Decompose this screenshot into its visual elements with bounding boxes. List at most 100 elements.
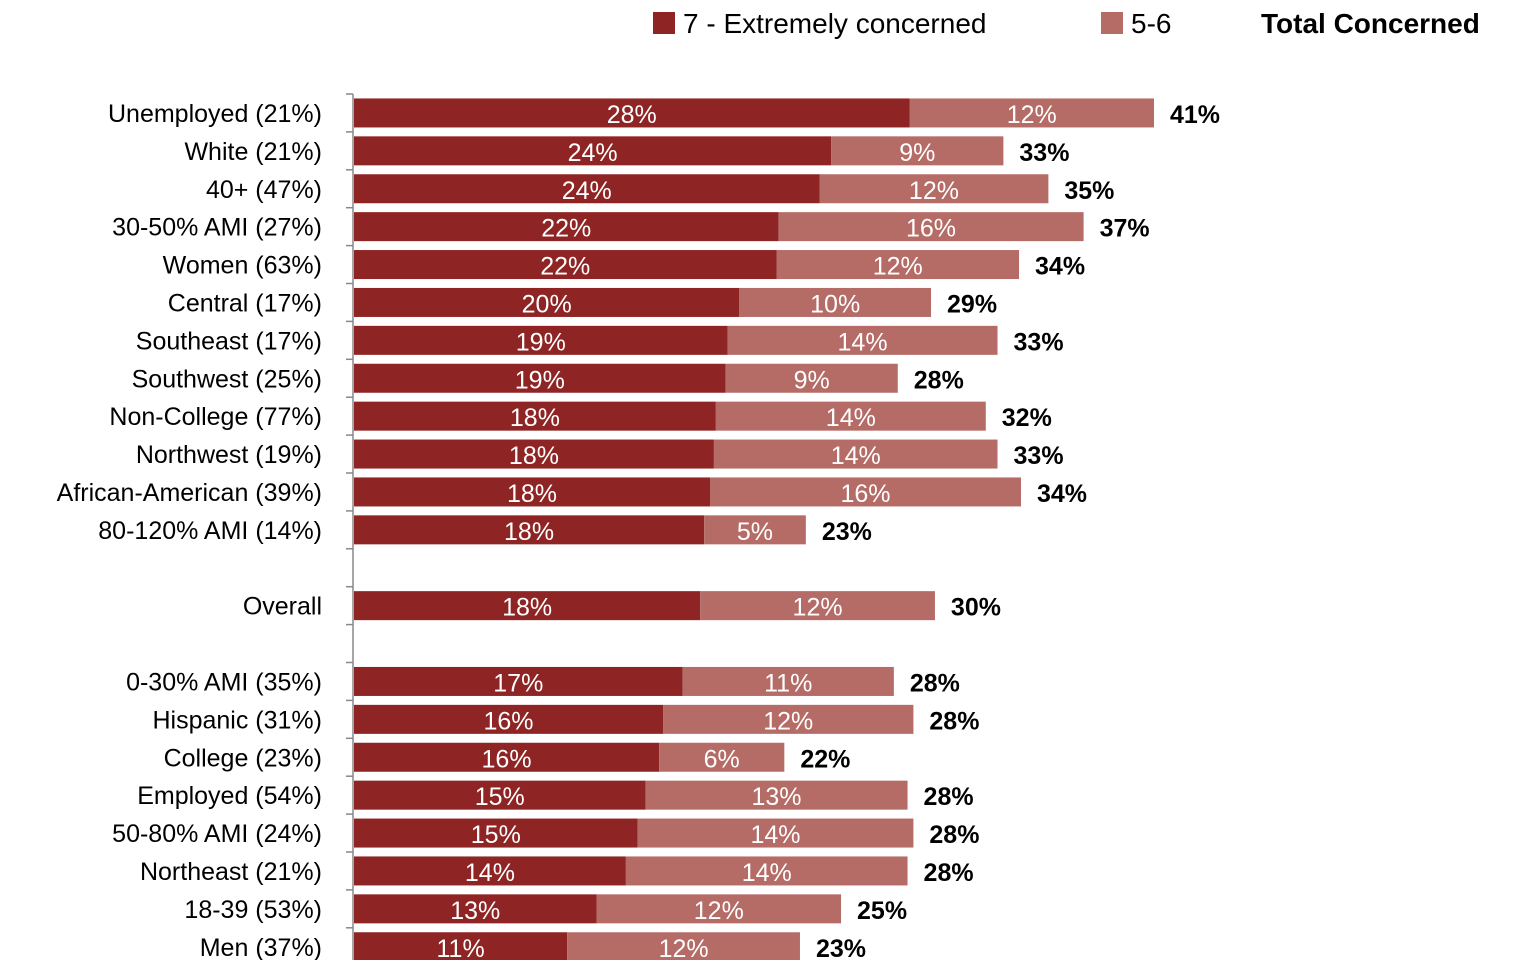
- data-label-5-6-women-63: 12%: [873, 253, 923, 281]
- data-label-5-6-men-37: 12%: [659, 935, 709, 960]
- bar-extremely-concerned-30-50-ami-27: [354, 212, 779, 242]
- legend: 7 - Extremely concerned 5-6 Total Concer…: [653, 8, 1480, 39]
- total-label-northeast-21: 28%: [924, 859, 974, 887]
- bar-extremely-concerned-0-30-ami-35: [354, 666, 683, 696]
- category-label-men-37: Men (37%): [200, 934, 322, 960]
- data-label-5-6-central-17: 10%: [810, 290, 860, 318]
- data-label-5-6-30-50-ami-27: 16%: [906, 215, 956, 243]
- bar-extremely-concerned-40-47: [354, 174, 820, 204]
- bar-5-6-30-50-ami-27: [778, 212, 1084, 242]
- category-label-african-american-39: African-American (39%): [57, 479, 322, 507]
- bar-5-6-50-80-ami-24: [637, 818, 914, 848]
- bar-extremely-concerned-men-37: [354, 932, 568, 960]
- category-label-white-21: White (21%): [184, 138, 322, 166]
- data-label-extremely-concerned-80-120-ami-14: 18%: [504, 518, 554, 546]
- data-label-extremely-concerned-african-american-39: 18%: [507, 480, 557, 508]
- bar-5-6-80-120-ami-14: [704, 515, 806, 545]
- total-label-30-50-ami-27: 37%: [1100, 215, 1150, 243]
- bar-extremely-concerned-southeast-17: [354, 325, 728, 355]
- bar-extremely-concerned-overall: [354, 591, 701, 621]
- bar-extremely-concerned-unemployed-21: [354, 98, 910, 128]
- bar-5-6-0-30-ami-35: [682, 666, 894, 696]
- data-label-5-6-0-30-ami-35: 11%: [764, 669, 812, 697]
- category-label-employed-54: Employed (54%): [137, 782, 322, 810]
- bar-5-6-40-47: [819, 174, 1049, 204]
- bar-extremely-concerned-18-39-53: [354, 894, 597, 924]
- data-label-extremely-concerned-50-80-ami-24: 15%: [471, 821, 521, 849]
- category-label-central-17: Central (17%): [168, 289, 322, 317]
- category-label-0-30-ami-35: 0-30% AMI (35%): [126, 668, 322, 696]
- data-label-extremely-concerned-southwest-25: 19%: [515, 366, 565, 394]
- category-label-non-college-77: Non-College (77%): [109, 403, 322, 431]
- data-label-extremely-concerned-men-37: 11%: [437, 935, 485, 960]
- total-label-non-college-77: 32%: [1002, 404, 1052, 432]
- bars: 28% 12% 41% 24% 9% 33% 24% 12% 35% 22% 16% 37% 22% 12…: [354, 98, 1220, 960]
- bar-5-6-18-39-53: [596, 894, 842, 924]
- bar-5-6-employed-54: [645, 780, 908, 810]
- data-label-5-6-southwest-25: 9%: [794, 366, 830, 394]
- data-label-extremely-concerned-overall: 18%: [502, 594, 552, 622]
- bar-5-6-central-17: [739, 287, 932, 317]
- category-label-50-80-ami-24: 50-80% AMI (24%): [112, 820, 322, 848]
- bar-5-6-southwest-25: [725, 363, 898, 393]
- category-label-overall: Overall: [243, 593, 322, 621]
- total-label-unemployed-21: 41%: [1170, 101, 1220, 129]
- bar-5-6-hispanic-31: [663, 704, 914, 734]
- total-label-employed-54: 28%: [924, 783, 974, 811]
- total-label-college-23: 22%: [800, 745, 850, 773]
- data-label-extremely-concerned-non-college-77: 18%: [510, 404, 560, 432]
- data-label-5-6-southeast-17: 14%: [838, 328, 888, 356]
- data-label-extremely-concerned-white-21: 24%: [568, 139, 618, 167]
- data-label-5-6-unemployed-21: 12%: [1007, 101, 1057, 129]
- bar-extremely-concerned-non-college-77: [354, 401, 716, 431]
- data-label-5-6-40-47: 12%: [909, 177, 959, 205]
- data-label-extremely-concerned-40-47: 24%: [562, 177, 612, 205]
- legend-label-extremely-concerned: 7 - Extremely concerned: [683, 8, 986, 39]
- bar-extremely-concerned-80-120-ami-14: [354, 515, 705, 545]
- data-label-5-6-college-23: 6%: [704, 745, 740, 773]
- data-label-5-6-northwest-19: 14%: [831, 442, 881, 470]
- bar-5-6-overall: [700, 591, 935, 621]
- category-label-80-120-ami-14: 80-120% AMI (14%): [98, 517, 322, 545]
- total-label-african-american-39: 34%: [1037, 480, 1087, 508]
- bar-5-6-non-college-77: [715, 401, 986, 431]
- total-label-northwest-19: 33%: [1014, 442, 1064, 470]
- data-label-5-6-18-39-53: 12%: [694, 897, 744, 925]
- category-label-southwest-25: Southwest (25%): [132, 365, 322, 393]
- total-label-18-39-53: 25%: [857, 897, 907, 925]
- data-label-extremely-concerned-employed-54: 15%: [475, 783, 525, 811]
- total-label-southeast-17: 33%: [1014, 328, 1064, 356]
- category-label-unemployed-21: Unemployed (21%): [108, 100, 322, 128]
- total-label-central-17: 29%: [947, 290, 997, 318]
- total-label-women-63: 34%: [1035, 253, 1085, 281]
- bar-5-6-northeast-21: [625, 856, 908, 886]
- bar-extremely-concerned-50-80-ami-24: [354, 818, 638, 848]
- category-axis: Unemployed (21%) White (21%) 40+ (47%) 30-5…: [57, 93, 354, 960]
- bar-5-6-african-american-39: [709, 477, 1021, 507]
- data-label-5-6-overall: 12%: [793, 594, 843, 622]
- legend-label-5-6: 5-6: [1131, 8, 1171, 39]
- data-label-extremely-concerned-18-39-53: 13%: [450, 897, 500, 925]
- legend-swatch-extremely-concerned: [653, 12, 675, 34]
- category-label-college-23: College (23%): [164, 744, 322, 772]
- bar-extremely-concerned-college-23: [354, 742, 660, 772]
- category-label-40-47: 40+ (47%): [206, 176, 322, 204]
- category-label-women-63: Women (63%): [163, 252, 322, 280]
- total-label-40-47: 35%: [1064, 177, 1114, 205]
- total-label-80-120-ami-14: 23%: [822, 518, 872, 546]
- data-label-5-6-african-american-39: 16%: [840, 480, 890, 508]
- data-label-extremely-concerned-southeast-17: 19%: [516, 328, 566, 356]
- data-label-5-6-80-120-ami-14: 5%: [737, 518, 773, 546]
- data-label-5-6-50-80-ami-24: 14%: [750, 821, 800, 849]
- category-label-northwest-19: Northwest (19%): [136, 441, 322, 469]
- total-label-50-80-ami-24: 28%: [929, 821, 979, 849]
- legend-label-total-concerned: Total Concerned: [1261, 8, 1480, 39]
- data-label-5-6-non-college-77: 14%: [826, 404, 876, 432]
- data-label-extremely-concerned-central-17: 20%: [522, 290, 572, 318]
- bar-5-6-men-37: [567, 932, 800, 960]
- category-label-southeast-17: Southeast (17%): [136, 327, 322, 355]
- bar-extremely-concerned-african-american-39: [354, 477, 710, 507]
- bar-extremely-concerned-white-21: [354, 136, 832, 166]
- data-label-extremely-concerned-northeast-21: 14%: [465, 859, 515, 887]
- total-label-southwest-25: 28%: [914, 366, 964, 394]
